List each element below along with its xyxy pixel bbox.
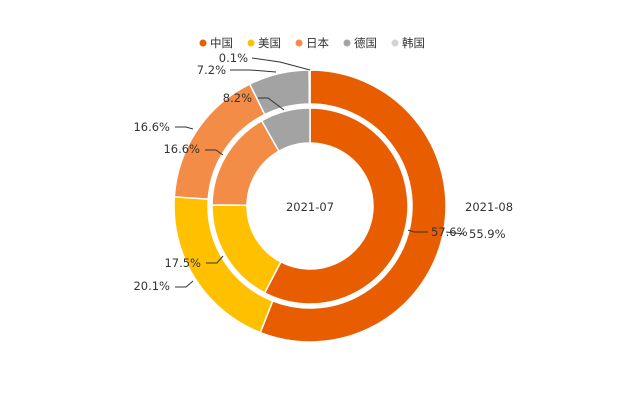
legend-marker [343, 39, 351, 47]
inner-data-label-4: 8.2% [223, 91, 252, 105]
inner-data-leader-1 [407, 229, 428, 233]
inner-slice-4 [260, 107, 311, 153]
legend-label: 德国 [354, 36, 377, 50]
legend-item-1: 中国 [199, 36, 233, 50]
outer-data-leader-5 [251, 57, 311, 71]
outer-data-label-1: 55.9% [469, 227, 506, 241]
outer-data-label-5: 0.1% [219, 51, 248, 65]
legend: 中国 美国 日本 德国 韩国 [199, 36, 425, 50]
inner-ring [211, 107, 409, 305]
outer-data-label-4: 7.2% [197, 63, 226, 77]
legend-label: 韩国 [402, 36, 425, 50]
outer-data-leader-1 [445, 231, 465, 235]
outer-slice-1 [259, 69, 447, 343]
legend-marker [247, 39, 255, 47]
outer-data-leader-4 [230, 69, 277, 73]
outer-data-label-2: 20.1% [133, 279, 170, 293]
outer-data-leader-3 [175, 126, 194, 130]
legend-marker [199, 39, 207, 47]
inner-data-label-1: 57.6% [431, 225, 468, 239]
inner-data-label-2: 17.5% [164, 256, 201, 270]
legend-label: 美国 [258, 36, 281, 50]
inner-data-leader-3 [205, 149, 224, 156]
legend-label: 中国 [210, 36, 233, 50]
legend-item-4: 德国 [343, 36, 377, 50]
outer-slice-5 [308, 69, 311, 105]
inner-data-leader-2 [206, 255, 224, 264]
legend-marker [295, 39, 303, 47]
inner-series-name: 2021-07 [286, 200, 334, 214]
legend-item-5: 韩国 [391, 36, 425, 50]
legend-marker [391, 39, 399, 47]
outer-series-name: 2021-08 [465, 200, 513, 214]
legend-item-2: 美国 [247, 36, 281, 50]
outer-ring [173, 69, 447, 343]
outer-data-leader-2 [175, 280, 194, 288]
inner-slice-1 [263, 107, 409, 305]
outer-data-label-3: 16.6% [133, 120, 170, 134]
inner-data-leader-4 [258, 97, 285, 111]
legend-item-3: 日本 [295, 36, 329, 50]
legend-label: 日本 [306, 36, 329, 50]
inner-data-label-3: 16.6% [163, 142, 200, 156]
